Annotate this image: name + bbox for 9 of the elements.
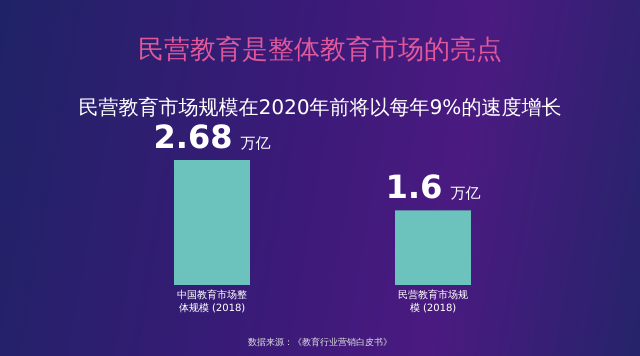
data-label: 1.6 — [386, 168, 442, 206]
x-tick-label: 中国教育市场整体规模 (2018) — [176, 289, 248, 315]
x-tick-label: 民营教育市场规模 (2018) — [397, 289, 469, 315]
chart-title: 民营教育是整体教育市场的亮点 — [137, 34, 503, 67]
chart-subtitle: 民营教育市场规模在2020年前将以每年9%的速度增长 — [78, 94, 562, 121]
data-label: 2.68 — [154, 118, 232, 156]
source-note: 数据来源：《教育行业营销白皮书》 — [247, 336, 393, 349]
text: 万亿 — [240, 134, 270, 152]
y-axis-title: 万亿 — [450, 184, 480, 202]
